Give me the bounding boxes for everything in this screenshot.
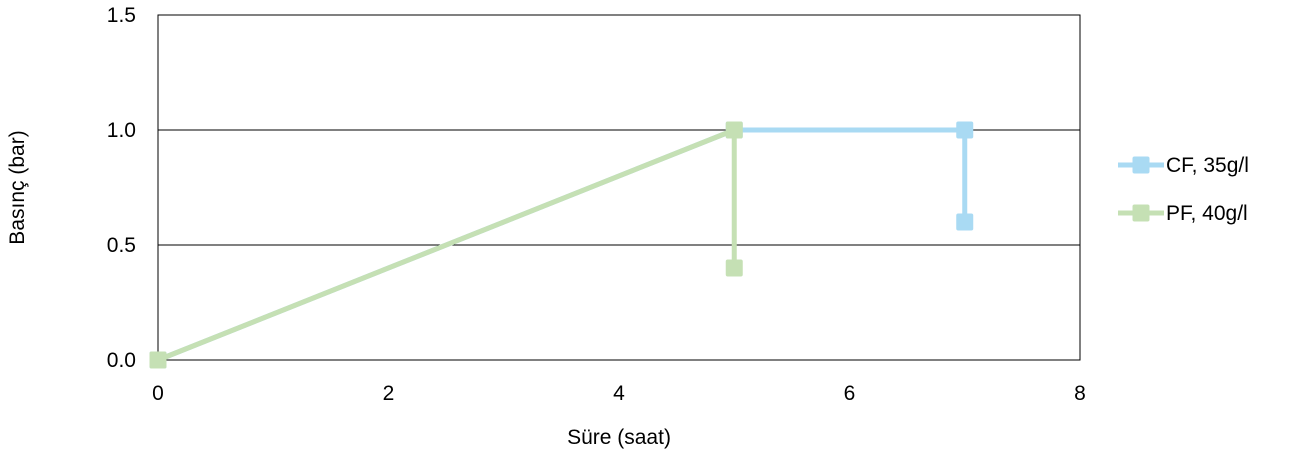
x-tick-label: 4 [613,382,625,405]
x-axis-ticks: 0 2 4 6 8 [152,382,1086,405]
legend-item: PF, 40g/l [1118,202,1248,225]
y-axis-ticks: 0.0 0.5 1.0 1.5 [107,4,136,372]
data-point-marker [725,259,743,277]
data-point-marker [149,351,167,369]
legend-swatch-marker [1132,156,1150,174]
legend-label: CF, 35g/l [1166,154,1249,177]
data-point-marker [956,213,974,231]
y-tick-label: 0.0 [107,349,136,372]
y-tick-label: 1.0 [107,119,136,142]
x-tick-label: 6 [844,382,856,405]
legend-item: CF, 35g/l [1118,154,1249,177]
legend: CF, 35g/l PF, 40g/l [1118,154,1249,225]
legend-swatch-marker [1132,204,1150,222]
legend-label: PF, 40g/l [1166,202,1248,225]
x-tick-label: 0 [152,382,164,405]
data-point-marker [956,121,974,139]
series-1 [149,121,743,369]
data-point-marker [725,121,743,139]
y-tick-label: 1.5 [107,4,136,27]
plot-area [157,14,1081,361]
y-axis-title: Basınç (bar) [6,130,29,244]
series-layer [149,121,974,369]
gridlines [158,14,1080,361]
x-axis-title: Süre (saat) [567,426,671,449]
x-tick-label: 2 [383,382,395,405]
x-tick-label: 8 [1074,382,1086,405]
y-tick-label: 0.5 [107,234,136,257]
